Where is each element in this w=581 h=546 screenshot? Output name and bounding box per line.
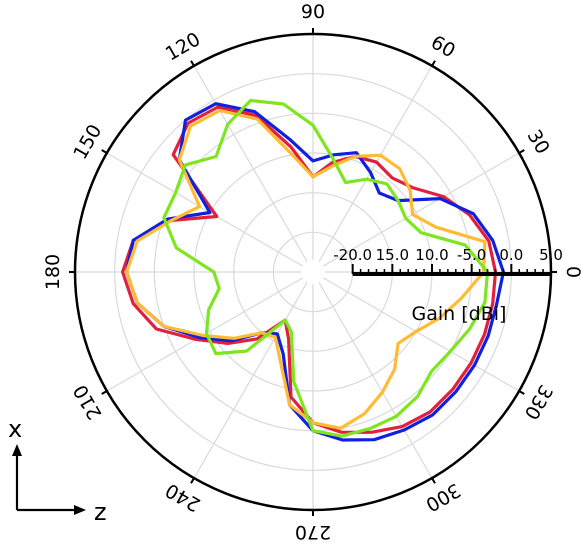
angle-tick-label: 210 [69,381,106,423]
series-line-3 [125,108,487,430]
angle-tick-label: 30 [523,126,554,158]
angle-tick [190,60,195,67]
x-axis-label: x [8,415,22,443]
grid-spoke [323,277,520,392]
series-layer [121,98,505,442]
angle-tick-label: 180 [42,254,64,290]
angle-tick-label: 120 [162,28,204,65]
z-axis-label: z [94,498,107,526]
angle-tick [431,477,436,484]
coordinate-system-indicator: x z [8,415,107,526]
angle-tick [518,149,525,154]
radial-tick-label: 10.0 [415,246,448,264]
axis-layer: 0 30 60 90 120 150 180 210 240 270 300 330 -20.015.0… [42,1,581,543]
angle-tick-label: 60 [427,31,459,62]
angle-tick [431,60,436,67]
angle-tick-label: 330 [520,381,557,423]
angle-tick-label: 150 [69,121,106,163]
series-line-4 [162,98,490,438]
angle-tick [101,149,108,154]
radial-tick-label: 5.0 [539,246,563,264]
angle-tick-label: 90 [301,1,325,23]
angle-tick-label: 300 [422,479,464,516]
x-axis-arrowhead [12,444,22,456]
grid-spoke [323,152,520,267]
grid-spoke [318,65,433,262]
radial-axis-title: Gain [dBi] [412,303,507,325]
grid-spoke [106,152,303,267]
z-axis-arrowhead [74,505,86,515]
angle-tick [518,390,525,395]
grid-spoke [193,282,308,479]
radial-tick-label: -20.0 [333,246,372,264]
angle-tick [190,477,195,484]
radial-tick-label: 0.0 [499,246,523,264]
angle-tick-label: 0 [562,266,581,278]
grid-spoke [193,65,308,262]
angle-tick-label: 270 [295,521,331,543]
grid-spoke [318,282,433,479]
radial-tick-label: 15.0 [376,246,409,264]
angle-tick [101,390,108,395]
radial-tick-label: -5.0 [457,246,486,264]
angle-tick-label: 240 [162,479,204,516]
series-line-1 [121,105,498,434]
